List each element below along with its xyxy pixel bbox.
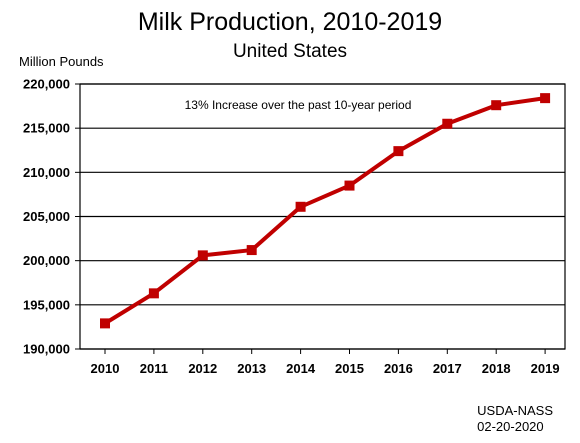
data-point-2013 xyxy=(246,245,257,256)
x-tick-label-6: 2016 xyxy=(384,361,413,376)
chart-subtitle: United States xyxy=(232,41,348,62)
data-point-2017 xyxy=(442,118,453,129)
x-tick-label-1: 2011 xyxy=(140,361,168,376)
chart-title: Milk Production, 2010-2019 xyxy=(137,8,443,36)
x-tick-label-2: 2012 xyxy=(188,361,217,376)
data-point-2012 xyxy=(197,250,208,261)
source-note: USDA-NASS 02-20-2020 xyxy=(477,403,553,435)
data-point-2018 xyxy=(491,100,502,111)
y-axis-label: Million Pounds xyxy=(19,54,104,69)
y-tick-label-0: 190,000 xyxy=(23,342,70,357)
data-point-2014 xyxy=(295,201,306,212)
x-tick-label-5: 2015 xyxy=(335,361,364,376)
chart-annotation: 13% Increase over the past 10-year perio… xyxy=(185,98,412,112)
source-date: 02-20-2020 xyxy=(477,419,544,434)
y-tick-label-3: 205,000 xyxy=(23,209,70,224)
x-tick-label-4: 2014 xyxy=(286,361,316,376)
data-point-2011 xyxy=(148,288,159,299)
series-line-0 xyxy=(103,96,546,326)
data-point-2019 xyxy=(540,93,551,104)
data-point-2015 xyxy=(344,180,355,191)
data-point-2016 xyxy=(393,146,404,157)
data-point-2010 xyxy=(100,318,110,329)
x-tick-label-9: 2019 xyxy=(531,361,560,376)
x-tick-label-7: 2017 xyxy=(433,361,462,376)
y-tick-label-1: 195,000 xyxy=(23,297,70,312)
y-tick-label-6: 220,000 xyxy=(23,77,70,92)
y-tick-label-4: 210,000 xyxy=(23,165,70,180)
y-tick-label-5: 215,000 xyxy=(23,121,70,136)
source-label: USDA-NASS xyxy=(477,403,553,418)
x-tick-label-3: 2013 xyxy=(237,361,266,376)
y-tick-label-2: 200,000 xyxy=(23,253,70,268)
x-tick-label-8: 2018 xyxy=(482,361,511,376)
x-tick-label-0: 2010 xyxy=(91,361,120,376)
